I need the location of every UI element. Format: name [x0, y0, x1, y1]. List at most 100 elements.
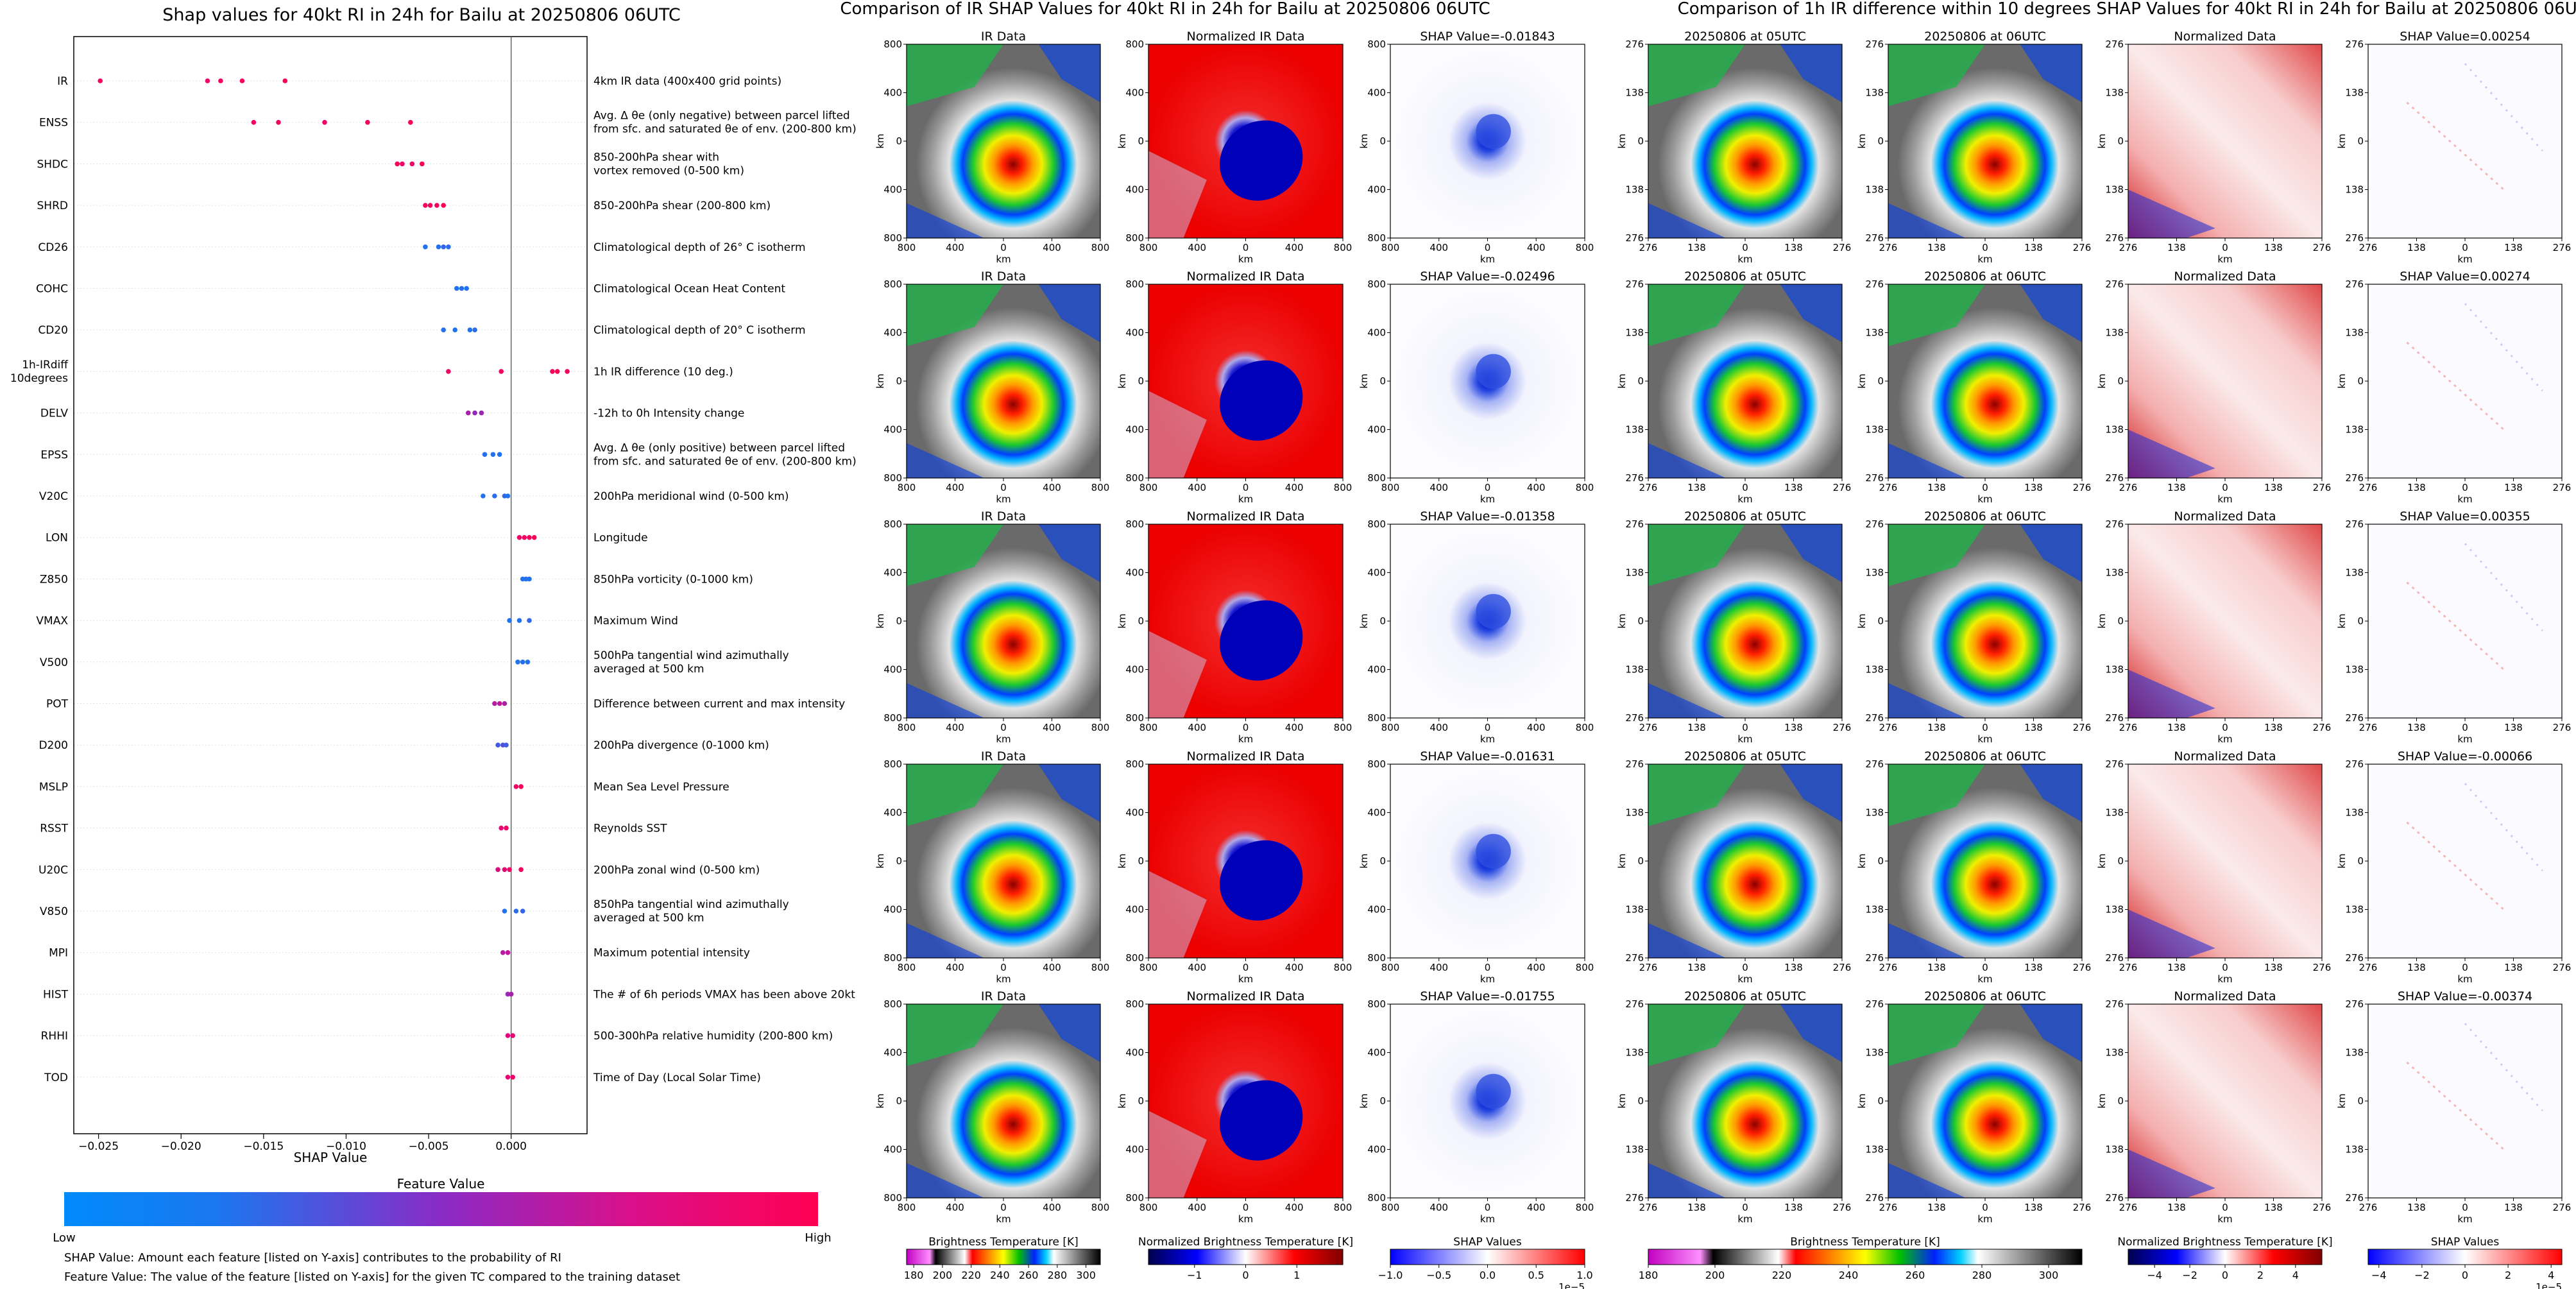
- feature-name-line: V850: [40, 905, 68, 918]
- colorbar-tick-label: 220: [1772, 1269, 1792, 1281]
- y-axis-label: km: [874, 133, 886, 148]
- panel-title: IR Data: [981, 269, 1026, 284]
- heatmap-panel: 20250806 at 05UTC27627613813800138138276…: [1616, 30, 1851, 265]
- shap-speckle: [2406, 341, 2505, 431]
- y-tick-label: 400: [1367, 664, 1386, 676]
- y-tick-label: 800: [1367, 712, 1386, 724]
- y-tick-label: 0: [896, 1095, 902, 1107]
- y-tick-label: 276: [1865, 38, 1884, 50]
- feature-description: 500-300hPa relative humidity (200-800 km…: [593, 1030, 833, 1043]
- y-tick-label: 0: [1877, 375, 1884, 387]
- shap-point: [408, 119, 413, 125]
- feature-description-line: Climatological Ocean Heat Content: [593, 283, 785, 296]
- feature-description: Avg. Δ θe (only negative) between parcel…: [593, 110, 857, 136]
- cloud-band: [907, 1163, 984, 1198]
- feature-description-line: Maximum potential intensity: [593, 947, 750, 960]
- heatmap-panel: 20250806 at 06UTC27627613813800138138276…: [1856, 989, 2091, 1225]
- x-tick-label: 138: [2167, 722, 2186, 733]
- feature-row: IR 4km IR data (400x400 grid points): [57, 75, 781, 88]
- y-tick-label: 138: [1865, 184, 1884, 196]
- cloud-band: [1888, 203, 1966, 238]
- y-tick-label: 400: [1367, 184, 1386, 196]
- y-axis-label: km: [1116, 853, 1128, 868]
- x-tick-label: 0: [2462, 722, 2468, 733]
- y-axis-label: km: [1856, 1093, 1868, 1108]
- shap-point: [504, 742, 509, 747]
- x-tick-label: 138: [2024, 722, 2043, 733]
- colorbar-tick-label: −2: [2414, 1269, 2430, 1281]
- colorbar-label: Brightness Temperature [K]: [1790, 1236, 1940, 1249]
- y-tick-label: 0: [1138, 375, 1144, 387]
- feature-description-line: Maximum Wind: [593, 615, 678, 627]
- x-axis-label: km: [2457, 733, 2472, 745]
- x-tick-label: 276: [2119, 722, 2138, 733]
- x-tick-label: 138: [2167, 242, 2186, 253]
- shap-x-label: SHAP Value: [294, 1150, 368, 1165]
- x-tick-label: 400: [1043, 242, 1061, 253]
- shap-point: [525, 660, 531, 665]
- x-tick-label: 800: [1381, 1202, 1400, 1213]
- feature-name-line: V500: [40, 656, 68, 669]
- x-axis-label: km: [2217, 493, 2232, 505]
- feature-row: V500 500hPa tangential wind azimuthally av…: [40, 649, 789, 676]
- x-tick-label: 276: [2119, 482, 2138, 493]
- shap-point: [365, 119, 370, 125]
- y-tick-label: 276: [1865, 998, 1884, 1010]
- y-tick-label: 400: [883, 807, 902, 819]
- x-tick-label: 400: [1285, 1202, 1304, 1213]
- heatmap-panel: SHAP Value=-0.02496800800400400004004008…: [1358, 269, 1594, 505]
- x-tick-label: 800: [1091, 962, 1110, 973]
- colorbar: SHAP Values −4 −2 0 2 41e−5: [2367, 1236, 2563, 1289]
- y-tick-label: 138: [2105, 904, 2124, 916]
- feature-name-line: SHDC: [37, 158, 68, 171]
- x-tick-label: 138: [2264, 962, 2283, 973]
- cloud-band: [2020, 1004, 2082, 1063]
- x-tick-label: 800: [1334, 962, 1352, 973]
- feature-description: 850-200hPa shear (200-800 km): [593, 200, 771, 212]
- shap-point: [441, 327, 446, 332]
- shap-point: [502, 701, 508, 706]
- colorbar-tick-label: 220: [961, 1269, 981, 1281]
- y-tick-label: 138: [1625, 424, 1644, 436]
- shap-point: [505, 991, 511, 997]
- y-tick-label: 400: [883, 904, 902, 916]
- feature-description-line: 850-200hPa shear with: [593, 151, 719, 164]
- shap-diff-field: [2368, 44, 2562, 238]
- feature-description-line: 200hPa divergence (0-1000 km): [593, 739, 769, 752]
- y-tick-label: 400: [1367, 87, 1386, 99]
- feature-description-line: Avg. Δ θe (only positive) between parcel…: [593, 441, 845, 454]
- x-tick-label: 400: [1285, 482, 1304, 493]
- x-tick-label: 138: [1927, 962, 1946, 973]
- cloud-band: [1038, 1004, 1100, 1063]
- x-tick-label: 276: [1879, 962, 1898, 973]
- x-tick-label: 400: [1527, 962, 1546, 973]
- x-tick-label: 800: [1576, 962, 1594, 973]
- cold-core: [1220, 120, 1303, 201]
- colorbar-tick-label: 200: [1705, 1269, 1725, 1281]
- y-axis-label: km: [2096, 133, 2108, 148]
- feature-description: Time of Day (Local Solar Time): [593, 1071, 761, 1084]
- feature-name: V500: [40, 656, 68, 669]
- colorbar-tick-label: 300: [2039, 1269, 2059, 1281]
- panel-title: 20250806 at 06UTC: [1924, 749, 2046, 764]
- y-axis-label: km: [2336, 133, 2348, 148]
- y-tick-label: 800: [1125, 712, 1144, 724]
- feature-name-line: MSLP: [39, 781, 68, 794]
- shap-point: [550, 369, 555, 374]
- feature-row: RSST Reynolds SST: [40, 823, 667, 835]
- x-axis-label: km: [2457, 253, 2472, 265]
- y-tick-label: 138: [1625, 664, 1644, 676]
- y-axis-label: km: [1358, 1093, 1370, 1108]
- heatmap-panel: 20250806 at 06UTC27627613813800138138276…: [1856, 269, 2091, 505]
- y-tick-label: 800: [883, 712, 902, 724]
- shap-point: [481, 493, 486, 499]
- feature-name: CD20: [38, 324, 68, 337]
- feature-row: Z850 850hPa vorticity (0-1000 km): [40, 573, 753, 586]
- x-tick-label: 400: [946, 242, 964, 253]
- x-tick-label: 276: [2553, 482, 2572, 493]
- shap-point: [499, 825, 504, 831]
- x-tick-label: 138: [2504, 482, 2523, 493]
- shap-point: [527, 618, 532, 623]
- y-tick-label: 400: [883, 327, 902, 339]
- x-tick-label: 0: [2462, 962, 2468, 973]
